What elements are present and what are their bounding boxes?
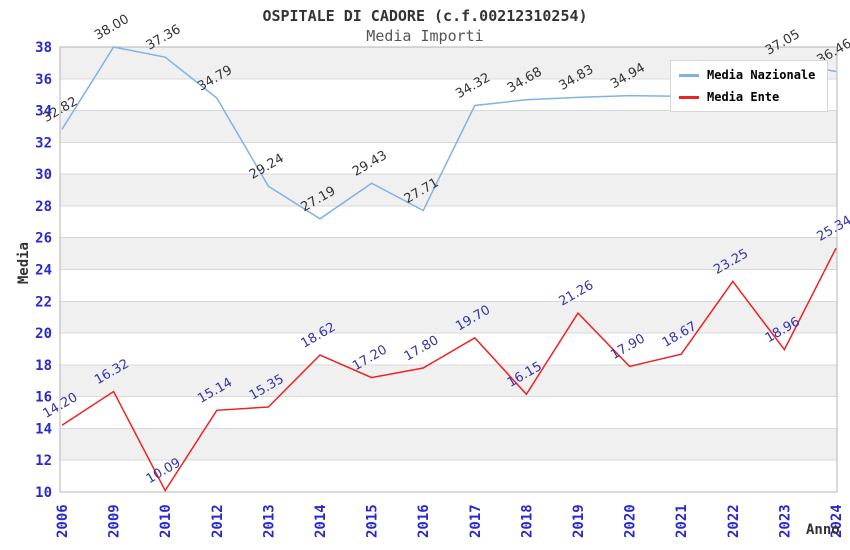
x-tick-label: 2024 [829,504,845,538]
plot-border [59,46,838,493]
y-tick-label: 32 [35,135,52,151]
legend-item-media-nazionale: Media Nazionale [679,68,815,82]
data-point-label: 38.00 [92,12,132,44]
y-tick-label: 14 [35,421,52,437]
y-tick-label: 30 [35,167,52,183]
y-tick-label: 28 [35,199,52,215]
x-tick-label: 2010 [158,504,174,538]
plot-band [60,301,837,334]
x-tick-label: 2006 [55,504,71,538]
y-tick-label: 18 [35,358,52,374]
plot-band [60,364,837,397]
y-tick-label: 20 [35,326,52,342]
media-ente-line-icon [679,95,699,99]
plot-band [60,428,837,461]
series-line [61,247,837,493]
x-tick-label: 2014 [313,504,329,538]
data-point-label: 17.80 [402,333,442,365]
x-tick-label: 2016 [416,504,432,538]
y-tick-label: 16 [35,390,52,406]
x-tick-label: 2022 [726,504,742,538]
y-tick-label: 36 [35,72,52,88]
x-tick-label: 2020 [623,504,639,538]
y-axis-title: Media [16,242,32,285]
legend-item-media-ente: Media Ente [679,90,815,104]
legend-label: Media Nazionale [707,68,816,82]
chart-subtitle: Media Importi [366,27,484,45]
x-axis-title: Anno [806,522,840,538]
x-tick-label: 2017 [468,504,484,538]
x-tick-label: 2012 [210,504,226,538]
plot-band [60,110,837,143]
x-tick-label: 2015 [365,504,381,538]
plot-band [60,174,837,206]
y-tick-label: 26 [35,231,52,247]
x-tick-label: 2019 [571,504,587,538]
y-tick-label: 22 [35,294,52,310]
y-tick-label: 10 [35,485,52,501]
x-tick-label: 2013 [261,504,277,538]
x-tick-label: 2018 [519,504,535,538]
plot-band [60,237,837,270]
y-tick-label: 38 [35,40,52,56]
chart-title: OSPITALE DI CADORE (c.f.00212310254) [262,7,588,25]
x-tick-label: 2021 [674,504,690,538]
y-tick-label: 24 [35,263,52,279]
y-tick-label: 34 [35,104,52,120]
legend-label: Media Ente [707,90,780,104]
x-tick-label: 2023 [777,504,793,538]
data-point-label: 17.90 [608,331,648,363]
x-tick-label: 2009 [107,504,123,538]
legend: Media Nazionale Media Ente [670,60,829,112]
y-tick-label: 12 [35,453,52,469]
media-nazionale-line-icon [679,73,699,77]
